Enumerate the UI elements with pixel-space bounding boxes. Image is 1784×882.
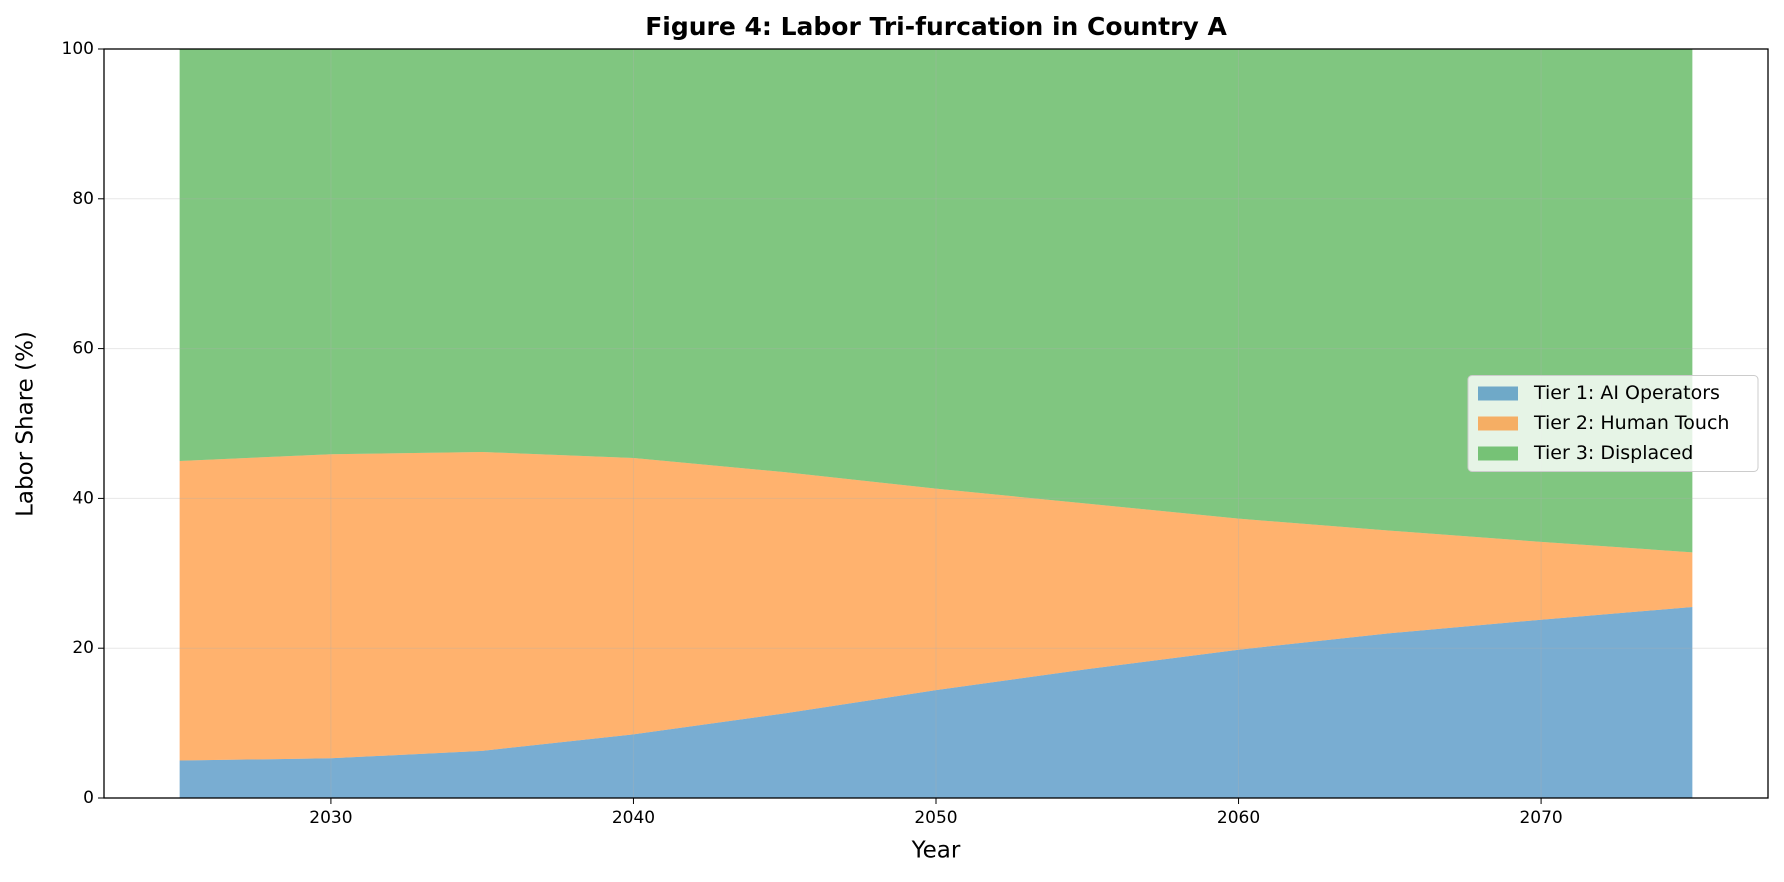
legend-swatch <box>1478 386 1518 401</box>
y-tick-label: 80 <box>72 189 94 209</box>
x-tick-label: 2060 <box>1217 808 1260 828</box>
area <box>179 49 1693 553</box>
y-tick-label: 40 <box>72 488 94 508</box>
y-tick-label: 20 <box>72 638 94 658</box>
legend: Tier 1: AI Operators Tier 2: Human Touch T… <box>1467 375 1759 472</box>
y-tick-label: 100 <box>62 39 94 59</box>
x-tick-label: 2070 <box>1519 808 1562 828</box>
legend-label: Tier 2: Human Touch <box>1533 412 1729 434</box>
area <box>179 451 1693 761</box>
y-tick-label: 60 <box>72 339 94 359</box>
x-tick-label: 2030 <box>309 808 352 828</box>
legend-label: Tier 3: Displaced <box>1533 442 1693 464</box>
legend-frame <box>1467 375 1759 472</box>
x-tick-label: 2040 <box>612 808 655 828</box>
x-axis-label: Year <box>911 838 961 864</box>
x-tick-label: 2050 <box>914 808 957 828</box>
area <box>179 607 1693 798</box>
y-axis-label: Labor Share (%) <box>13 331 39 517</box>
chart-title: Figure 4: Labor Tri-furcation in Country… <box>645 12 1227 41</box>
legend-swatch <box>1478 446 1518 461</box>
y-tick-label: 0 <box>83 788 94 808</box>
legend-swatch <box>1478 416 1518 431</box>
legend-label: Tier 1: AI Operators <box>1533 382 1720 404</box>
